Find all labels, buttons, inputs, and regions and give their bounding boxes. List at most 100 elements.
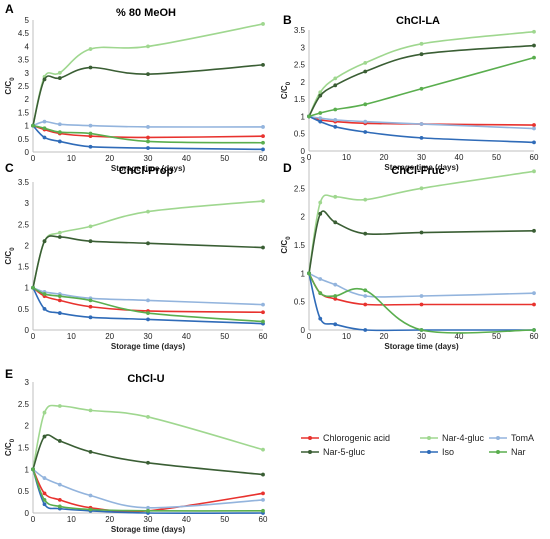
data-point-nar-5-gluc	[146, 241, 150, 246]
data-point-toma	[363, 119, 368, 124]
x-tick-label: 60	[259, 332, 268, 341]
series-line-nar-4-gluc	[308, 170, 535, 274]
data-point-iso	[363, 328, 368, 332]
y-axis-label: C/C0	[280, 81, 292, 99]
chart-panel-c: C ChCl-Prop 0 0.5 1 1.5 2 2.5 3 3.5 0 10 20 30 40 50 60 S…	[4, 161, 268, 351]
data-point-iso	[419, 135, 424, 140]
data-point-toma	[333, 117, 338, 122]
data-point-nar	[42, 292, 47, 296]
data-point-toma	[532, 126, 536, 131]
x-tick-label: 40	[455, 153, 464, 162]
data-point-chlorogenic-acid	[261, 491, 265, 496]
data-point-nar-5-gluc	[42, 434, 47, 439]
data-point-nar-4-gluc	[532, 29, 536, 34]
data-point-nar-4-gluc	[363, 197, 368, 202]
y-tick-label: 0.5	[294, 130, 306, 139]
data-point-nar-4-gluc	[261, 22, 265, 26]
y-tick-label: 0	[25, 326, 30, 335]
legend-entry-nar-4-gluc: Nar-4-gluc	[420, 433, 485, 443]
data-point-nar-4-gluc	[57, 404, 62, 408]
y-axis-label: C/C0	[4, 77, 16, 95]
data-point-toma	[88, 493, 93, 498]
data-point-nar	[419, 328, 424, 332]
data-point-nar-4-gluc	[42, 410, 47, 415]
y-tick-label: 0	[25, 509, 30, 518]
y-tick-label: 2	[25, 95, 30, 104]
y-tick-label: 2	[25, 422, 30, 431]
data-point-toma	[261, 498, 265, 502]
data-point-iso	[333, 322, 338, 327]
data-point-nar-5-gluc	[88, 239, 93, 244]
data-point-nar-5-gluc	[419, 52, 424, 57]
data-point-toma	[42, 119, 47, 124]
legend-swatch-marker	[427, 436, 431, 440]
legend-swatch-marker	[308, 450, 312, 454]
y-axis-label: C/C0	[280, 236, 292, 254]
data-point-nar-4-gluc	[419, 41, 424, 46]
legend-swatch-marker	[496, 436, 500, 440]
data-point-nar	[333, 107, 338, 112]
data-point-nar-4-gluc	[532, 169, 536, 174]
y-tick-label: 0.5	[18, 305, 30, 314]
x-tick-label: 50	[220, 332, 229, 341]
y-tick-label: 2.5	[18, 400, 30, 409]
data-point-nar-4-gluc	[88, 224, 93, 229]
data-point-nar-4-gluc	[261, 447, 265, 452]
x-tick-label: 60	[259, 154, 268, 163]
series-line-chlorogenic-acid	[32, 468, 264, 513]
y-tick-label: 1.5	[18, 263, 30, 272]
data-point-nar-5-gluc	[333, 83, 338, 88]
y-tick-label: 3	[301, 156, 306, 165]
data-point-toma	[42, 476, 47, 480]
data-point-nar	[318, 111, 323, 115]
data-point-nar	[57, 294, 62, 299]
data-point-iso	[333, 124, 338, 129]
x-tick-label: 10	[342, 153, 351, 162]
y-tick-label: 1	[25, 284, 30, 293]
legend-entry-nar: Nar	[489, 447, 526, 457]
data-point-nar	[307, 271, 311, 276]
data-point-nar	[532, 55, 536, 60]
data-point-nar	[57, 130, 62, 135]
data-point-toma	[261, 125, 265, 129]
data-point-nar-5-gluc	[419, 230, 424, 235]
data-point-nar-4-gluc	[318, 200, 323, 205]
legend-swatch-marker	[308, 436, 312, 440]
x-tick-label: 0	[31, 154, 36, 163]
y-tick-label: 2	[301, 213, 306, 222]
y-tick-label: 2.5	[18, 82, 30, 91]
y-axis-label-subscript: 0	[286, 236, 292, 240]
series-line-nar	[32, 469, 264, 512]
y-tick-label: 0	[301, 147, 306, 156]
data-point-nar-4-gluc	[57, 230, 62, 235]
data-point-chlorogenic-acid	[532, 123, 536, 127]
data-point-nar	[42, 498, 47, 502]
x-axis-label: Storage time (days)	[111, 525, 186, 534]
chart-title: ChCl-Prop	[119, 165, 174, 177]
y-tick-label: 1.5	[18, 444, 30, 453]
data-point-toma	[532, 291, 536, 296]
data-point-nar	[419, 86, 424, 91]
x-tick-label: 40	[182, 154, 191, 163]
data-point-nar-4-gluc	[363, 60, 368, 65]
data-point-nar	[146, 139, 150, 144]
y-axis-label: C/C0	[4, 247, 16, 265]
data-point-toma	[146, 505, 150, 510]
y-tick-label: 2.5	[294, 61, 306, 70]
y-tick-label: 4	[25, 42, 30, 51]
data-point-nar-5-gluc	[333, 220, 338, 225]
y-tick-label: 1	[25, 465, 30, 474]
data-point-iso	[42, 306, 47, 311]
legend-label: Nar-5-gluc	[323, 447, 366, 457]
data-point-nar-5-gluc	[88, 449, 93, 454]
y-tick-label: 5	[25, 16, 30, 25]
data-point-nar-4-gluc	[146, 44, 150, 49]
data-point-iso	[532, 140, 536, 145]
y-tick-label: 2	[25, 241, 30, 250]
data-point-chlorogenic-acid	[333, 296, 338, 301]
data-point-toma	[57, 122, 62, 127]
series-line-nar	[32, 287, 264, 323]
legend: Chlorogenic acid Nar-4-gluc TomA Nar-5-gluc…	[301, 433, 534, 457]
y-tick-label: 0	[301, 326, 306, 335]
